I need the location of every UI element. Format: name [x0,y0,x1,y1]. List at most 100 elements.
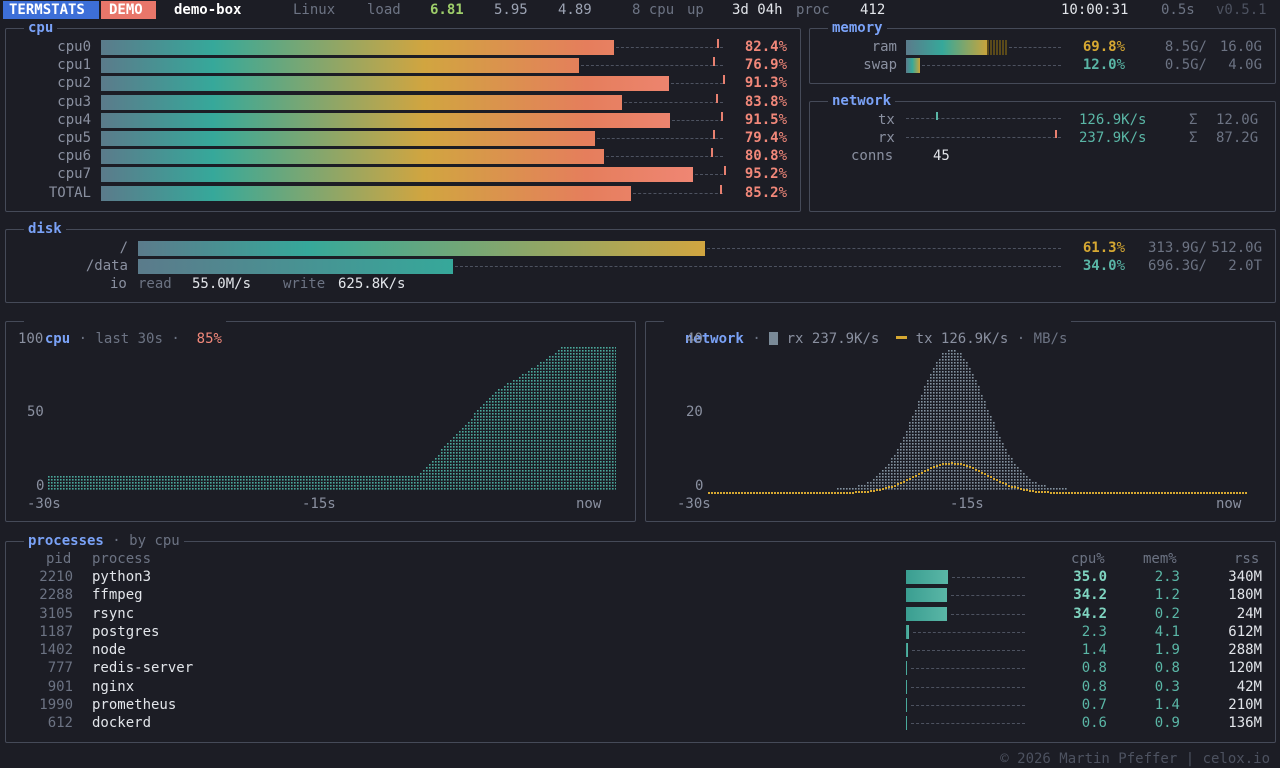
col-header-process[interactable]: process [92,551,152,567]
rx-history-dot [942,461,944,463]
tx-history-dot [747,492,749,494]
cpu-history-dot [516,419,518,421]
cpu-history-dot [612,455,614,457]
refresh-interval[interactable]: 0.5s [1161,2,1195,18]
net-rx-spark-peak [1055,130,1057,138]
cpu-history-dot [528,374,530,376]
rx-history-dot [897,482,899,484]
cpu-history-dot [525,428,527,430]
cpu-history-dot [69,479,71,481]
cpu-history-dot [333,479,335,481]
cpu-history-dot [342,482,344,484]
cpu-history-dot [603,389,605,391]
rx-history-dot [972,389,974,391]
rx-history-dot [936,431,938,433]
rx-history-dot [1008,476,1010,478]
rx-history-dot [942,479,944,481]
col-header-pid[interactable]: pid [46,551,72,567]
cpu-history-dot [594,437,596,439]
cpu-history-dot [591,377,593,379]
rx-history-dot [945,422,947,424]
cpu-history-dot [585,407,587,409]
cpu-history-dot [528,446,530,448]
cpu-history-dot [174,482,176,484]
rx-history-dot [996,431,998,433]
tx-history-dot [1221,492,1223,494]
rx-history-dot [999,488,1001,490]
cpu-history-dot [603,404,605,406]
cpu-history-dot [513,437,515,439]
rx-history-dot [954,356,956,358]
cpu-history-dot [57,485,59,487]
cpu-history-dot [576,440,578,442]
rx-history-dot [948,368,950,370]
rx-history-dot [951,389,953,391]
cpu-history-dot [558,431,560,433]
cpu-history-dot [612,365,614,367]
rx-history-dot [975,386,977,388]
cpu-history-dot [573,431,575,433]
rx-history-dot [933,485,935,487]
cpu-history-dot [600,476,602,478]
cpu-core-percent-8: 85.2% [725,184,787,202]
cpu-history-dot [486,431,488,433]
rx-history-dot [1008,458,1010,460]
cpu-history-dot [588,383,590,385]
tx-history-dot [717,492,719,494]
cpu-history-dot [504,422,506,424]
rx-history-dot [1023,482,1025,484]
cpu-history-dot [414,485,416,487]
rx-history-dot [936,449,938,451]
rx-history-dot [972,470,974,472]
rx-history-dot [894,455,896,457]
rx-history-dot [993,434,995,436]
cpu-history-dot [138,488,140,490]
cpu-history-dot [291,479,293,481]
rx-history-dot [912,479,914,481]
cpu-history-dot [153,476,155,478]
rx-history-dot [942,437,944,439]
processes-panel: processes · by cpu [5,532,1276,743]
rx-history-dot [966,473,968,475]
rx-history-dot [933,425,935,427]
cpu-history-dot [603,455,605,457]
col-header-rss[interactable]: rss [1234,551,1260,567]
cpu-history-dot [591,413,593,415]
tx-history-dot [1206,492,1208,494]
col-header-mem[interactable]: mem% [1143,551,1177,567]
col-header-cpu[interactable]: cpu% [1071,551,1105,567]
rx-history-dot [963,437,965,439]
cpu-history-dot [375,476,377,478]
rx-history-dot [891,473,893,475]
rx-history-dot [936,398,938,400]
cpu-history-dot [597,443,599,445]
cpu-history-dot [564,356,566,358]
rx-history-dot [975,419,977,421]
cpu-history-dot [561,359,563,361]
cpu-history-dot [579,410,581,412]
cpu-history-dot [594,467,596,469]
rx-history-dot [897,488,899,490]
rx-history-dot [942,404,944,406]
rx-history-dot [942,368,944,370]
cpu-history-dot [294,485,296,487]
rx-history-dot [990,467,992,469]
cpu-history-dot [507,410,509,412]
cpu-history-dot [537,374,539,376]
cpu-history-dot [480,452,482,454]
rx-history-dot [879,482,881,484]
cpu-history-dot [609,470,611,472]
cpu-history-dot [603,434,605,436]
rx-history-dot [957,455,959,457]
footer-credit[interactable]: © 2026 Martin Pfeffer | celox.io [1000,751,1270,767]
cpu-history-dot [531,374,533,376]
cpu-history-dot [486,464,488,466]
cpu-history-dot [561,464,563,466]
tx-history-dot [963,464,965,466]
cpu-history-dot [603,467,605,469]
cpu-history-dot [606,443,608,445]
rx-history-dot [939,437,941,439]
cpu-history-dot [483,413,485,415]
tx-history-dot [807,492,809,494]
cpu-history-dot [615,434,616,436]
